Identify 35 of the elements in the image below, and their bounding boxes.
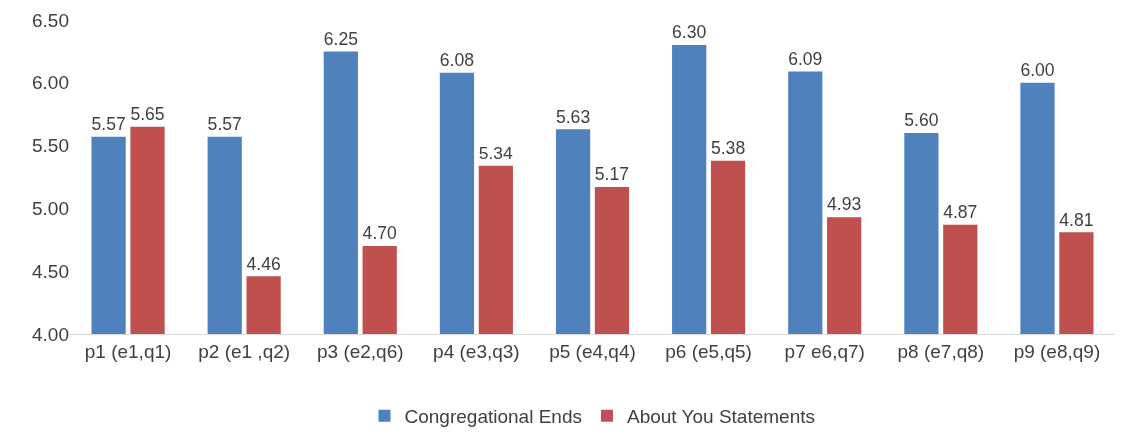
data-label: 4.70: [362, 223, 398, 244]
data-label: 6.08: [439, 50, 475, 71]
y-tick-label: 6.50: [32, 9, 69, 31]
data-label: 4.46: [246, 253, 281, 274]
data-label: 4.93: [827, 194, 862, 215]
x-tick-label: p2 (e1 ,q2): [198, 340, 291, 362]
data-label: 5.57: [91, 114, 126, 135]
data-label: 5.65: [130, 104, 165, 125]
data-label: 5.63: [555, 106, 591, 127]
data-label: 5.60: [904, 110, 939, 131]
data-label: 6.09: [788, 48, 823, 69]
x-tick-label: p1 (e1,q1): [84, 340, 172, 362]
legend-label: Congregational Ends: [404, 406, 582, 428]
y-tick-label: 6.00: [32, 72, 69, 94]
data-label: 4.81: [1059, 209, 1094, 230]
data-label: 6.30: [672, 22, 707, 43]
data-label: 4.87: [943, 202, 978, 223]
legend-label: About You Statements: [626, 406, 816, 428]
data-label: 5.57: [207, 114, 242, 135]
x-tick-label: p3 (e2,q6): [316, 340, 404, 362]
y-tick-label: 5.00: [32, 198, 69, 220]
y-tick-label: 5.50: [32, 135, 69, 157]
x-tick-label: p7 e6,q7): [784, 340, 865, 362]
y-tick-label: 4.50: [32, 260, 69, 282]
x-tick-label: p6 (e5,q5): [665, 340, 752, 362]
data-label: 5.17: [594, 164, 630, 185]
data-label: 5.38: [710, 137, 746, 158]
x-tick-label: p5 (e4,q4): [549, 340, 636, 362]
data-label: 6.25: [323, 28, 359, 49]
data-label: 5.34: [478, 143, 513, 164]
x-tick-label: p4 (e3,q3): [433, 340, 520, 362]
y-tick-label: 4.00: [32, 323, 69, 345]
x-tick-label: p9 (e8,q9): [1013, 340, 1101, 362]
data-label: 6.00: [1020, 60, 1055, 81]
x-tick-label: p8 (e7,q8): [897, 340, 985, 362]
